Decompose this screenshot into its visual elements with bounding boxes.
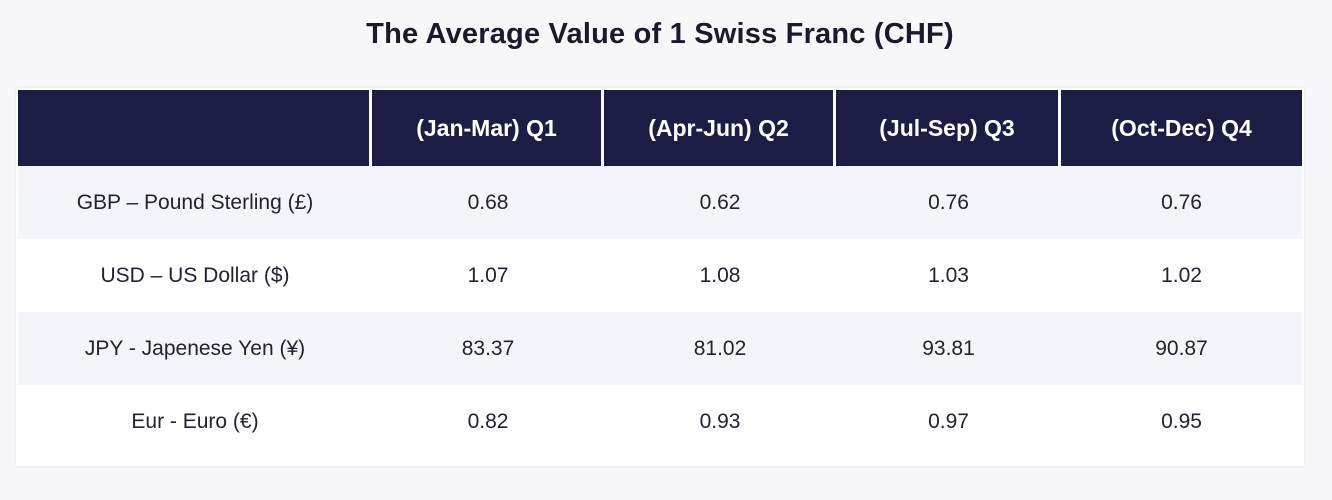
row-label: Eur - Euro (€) — [18, 385, 372, 458]
row-label: USD – US Dollar ($) — [18, 239, 372, 312]
table-title: The Average Value of 1 Swiss Franc (CHF) — [366, 18, 954, 50]
table-cell: 0.93 — [604, 385, 836, 458]
table-cell: 1.07 — [372, 239, 604, 312]
table-row: USD – US Dollar ($) 1.07 1.08 1.03 1.02 — [18, 239, 1302, 312]
header-cell-q1: (Jan-Mar) Q1 — [372, 90, 604, 166]
table-row: GBP – Pound Sterling (£) 0.68 0.62 0.76 … — [18, 166, 1302, 239]
table-cell: 0.76 — [1061, 166, 1302, 239]
header-cell-q3: (Jul-Sep) Q3 — [836, 90, 1061, 166]
row-label: JPY - Japenese Yen (¥) — [18, 312, 372, 385]
table-cell: 0.82 — [372, 385, 604, 458]
table-row: Eur - Euro (€) 0.82 0.93 0.97 0.95 — [18, 385, 1302, 458]
table-cell: 0.68 — [372, 166, 604, 239]
table-cell: 0.62 — [604, 166, 836, 239]
table-cell: 93.81 — [836, 312, 1061, 385]
table-cell: 0.76 — [836, 166, 1061, 239]
table-cell: 81.02 — [604, 312, 836, 385]
table-cell: 0.97 — [836, 385, 1061, 458]
table-cell: 0.95 — [1061, 385, 1302, 458]
currency-table: (Jan-Mar) Q1 (Apr-Jun) Q2 (Jul-Sep) Q3 (… — [18, 90, 1302, 458]
currency-table-container: (Jan-Mar) Q1 (Apr-Jun) Q2 (Jul-Sep) Q3 (… — [16, 88, 1304, 466]
table-cell: 1.08 — [604, 239, 836, 312]
header-row: (Jan-Mar) Q1 (Apr-Jun) Q2 (Jul-Sep) Q3 (… — [18, 90, 1302, 166]
table-cell: 83.37 — [372, 312, 604, 385]
header-cell-corner — [18, 90, 372, 166]
table-row: JPY - Japenese Yen (¥) 83.37 81.02 93.81… — [18, 312, 1302, 385]
header-cell-q4: (Oct-Dec) Q4 — [1061, 90, 1302, 166]
table-cell: 1.03 — [836, 239, 1061, 312]
row-label: GBP – Pound Sterling (£) — [18, 166, 372, 239]
header-cell-q2: (Apr-Jun) Q2 — [604, 90, 836, 166]
table-cell: 1.02 — [1061, 239, 1302, 312]
table-cell: 90.87 — [1061, 312, 1302, 385]
